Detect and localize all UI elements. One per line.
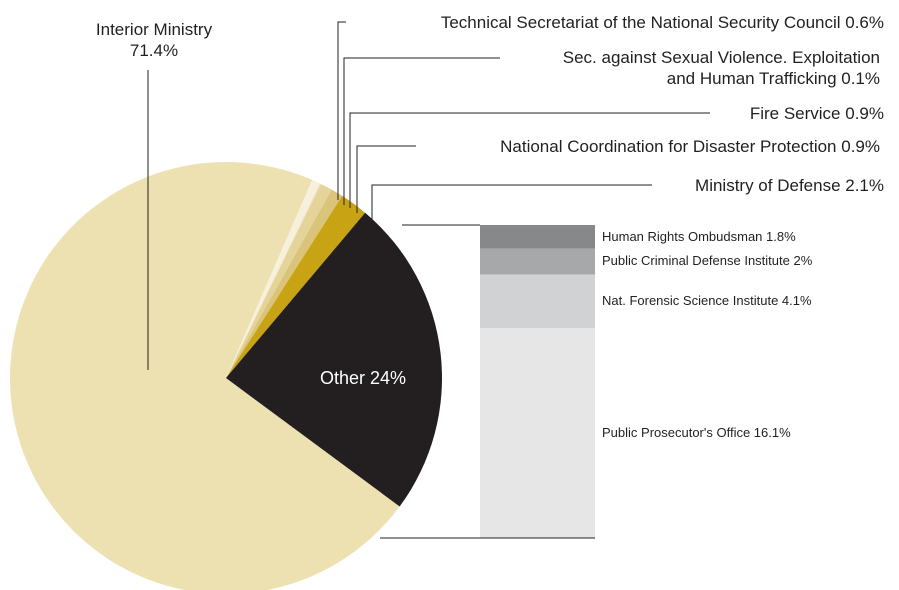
leader-defense — [371, 184, 652, 232]
other-breakdown-bar — [480, 225, 595, 538]
bar-label-defense-institute: Public Criminal Defense Institute 2% — [602, 253, 813, 268]
pie-slice-technical-secretariat-of-the-national-security-council — [226, 179, 320, 378]
pie-slice-national-coordination-for-disaster-protection — [226, 189, 343, 378]
label-technical: Technical Secretariat of the National Se… — [441, 13, 884, 32]
leader-technical — [337, 21, 346, 200]
bar-label-ombudsman: Human Rights Ombudsman 1.8% — [602, 229, 796, 244]
pie-slice-sec-against-sexual-violence-exploitation-and-human-trafficking — [226, 183, 321, 378]
label-fire: Fire Service 0.9% — [750, 104, 884, 123]
pie-slice-ministry-of-defense — [226, 195, 366, 378]
bar-segment-public-prosecutor-s-office — [480, 328, 595, 538]
label-interior-value: 71.4% — [130, 41, 178, 60]
label-defense: Ministry of Defense 2.1% — [695, 176, 884, 195]
label-sexual-line2: and Human Trafficking 0.1% — [667, 69, 880, 88]
bar-segment-human-rights-ombudsman — [480, 225, 595, 249]
bar-label-prosecutor: Public Prosecutor's Office 16.1% — [602, 425, 791, 440]
leader-disaster — [356, 145, 416, 213]
bar-segment-public-criminal-defense-institute — [480, 248, 595, 275]
pie-slice-interior-ministry — [10, 162, 400, 590]
leader-sexual — [343, 57, 500, 205]
pie-slice-other — [226, 212, 442, 507]
leader-fire — [349, 112, 710, 208]
pie-slice-fire-service — [226, 183, 332, 378]
label-sexual-line1: Sec. against Sexual Violence. Exploitati… — [563, 48, 880, 67]
label-interior-name: Interior Ministry — [96, 20, 213, 39]
label-other: Other 24% — [320, 368, 406, 388]
bar-segment-nat-forensic-science-institute — [480, 274, 595, 329]
label-disaster: National Coordination for Disaster Prote… — [500, 137, 880, 156]
pie-chart — [10, 162, 442, 590]
bar-label-forensic: Nat. Forensic Science Institute 4.1% — [602, 293, 812, 308]
